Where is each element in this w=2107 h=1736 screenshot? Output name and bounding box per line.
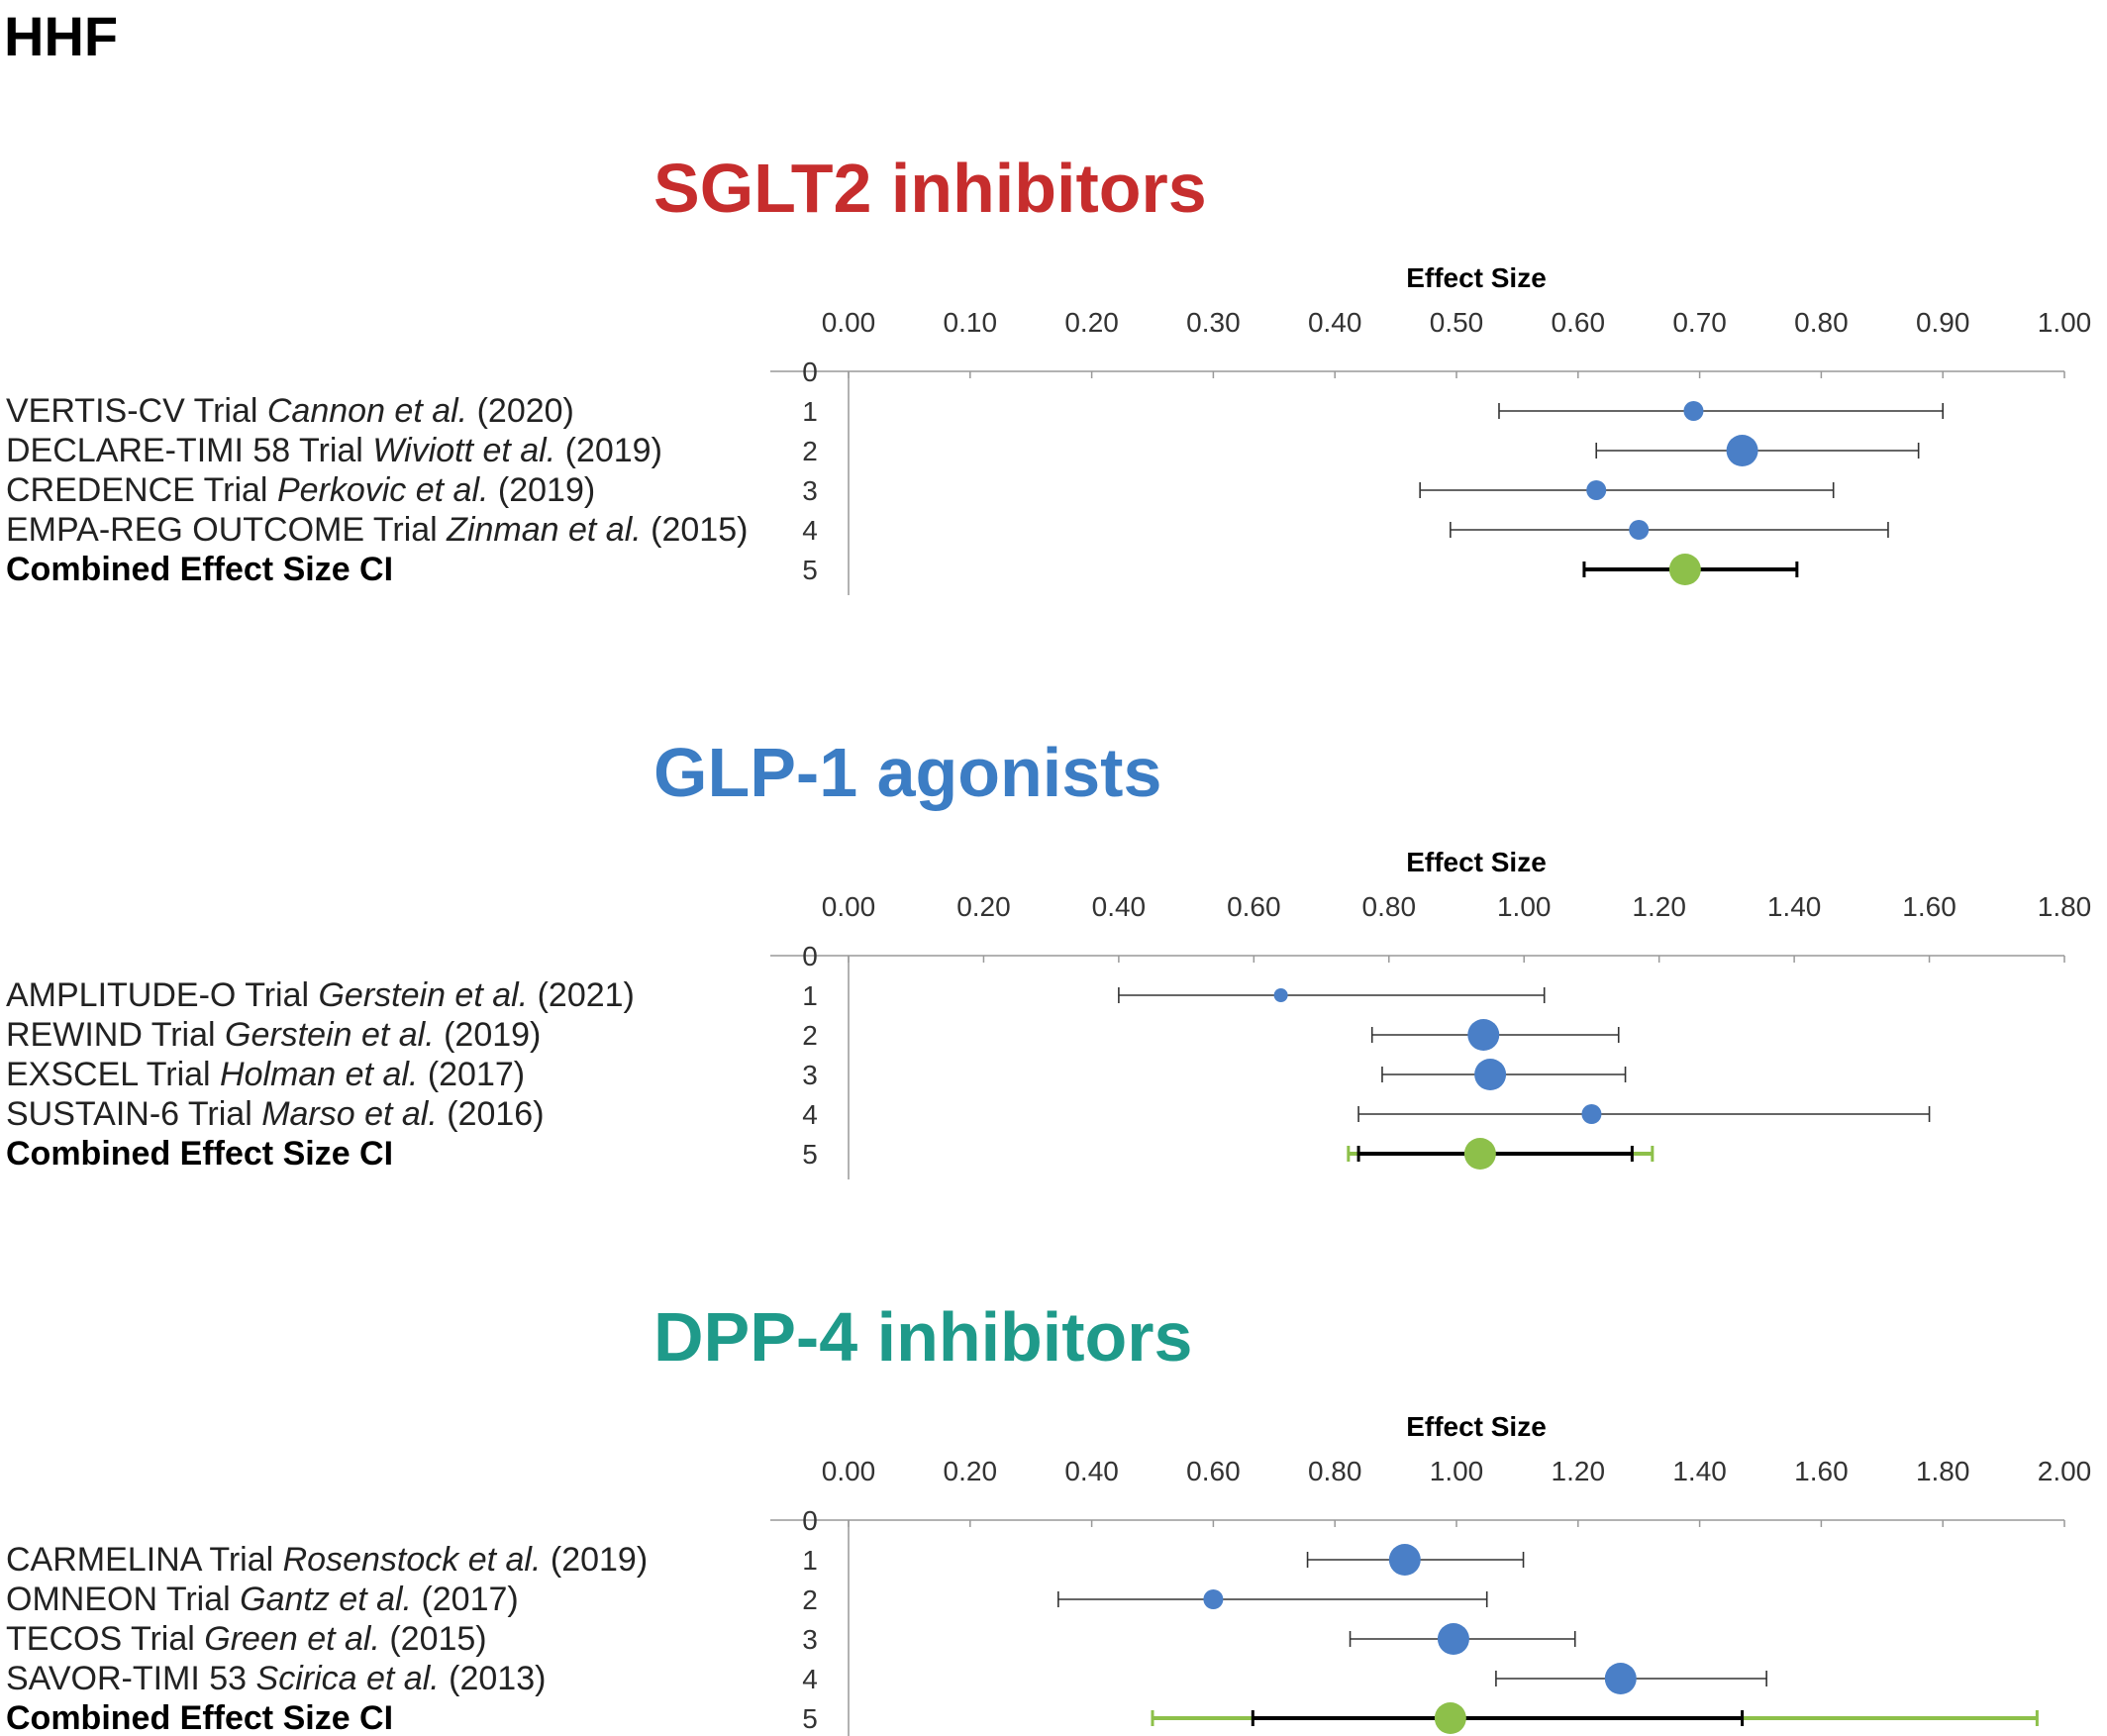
row-label: SUSTAIN-6 Trial Marso et al. (2016) [6,1095,545,1133]
x-tick-label: 0.40 [1064,1456,1119,1486]
x-axis-title: Effect Size [1406,847,1547,877]
row-label: EXSCEL Trial Holman et al. (2017) [6,1056,525,1093]
x-tick-label: 0.70 [1672,307,1727,338]
trial-point [1203,1589,1224,1609]
x-tick-label: 0.20 [1064,307,1119,338]
row-label: VERTIS-CV Trial Cannon et al. (2020) [6,392,574,430]
row-number: 5 [802,1139,818,1170]
row-label: TECOS Trial Green et al. (2015) [6,1620,487,1658]
row-number: 4 [802,1664,818,1694]
page-title: HHF [4,5,119,67]
row-number: 0 [802,941,818,971]
trial-point [1388,1544,1421,1576]
x-tick-label: 1.40 [1767,891,1822,922]
dpp4-forest-plot: DPP-4 inhibitors Effect Size 0.00 0.20 0.40… [0,1297,2107,1736]
row-number: 5 [802,555,818,585]
row-number: 3 [802,475,818,506]
row-number: 0 [802,357,818,387]
trial-point [1467,1019,1500,1051]
trial-point [1629,520,1650,540]
forest-plot-svg: Effect Size 0.00 0.10 0.20 0.30 0.40 0.50 0.60 0… [6,262,2092,595]
trial-point [1683,401,1704,421]
x-tick-label: 0.80 [1794,307,1849,338]
x-tick-label: 1.60 [1902,891,1956,922]
x-tick-label: 0.00 [822,891,876,922]
x-tick-label: 0.60 [1552,307,1606,338]
chart-title: DPP-4 inhibitors [653,1298,1193,1376]
row-label: EMPA-REG OUTCOME Trial Zinman et al. (20… [6,511,748,549]
row-number: 1 [802,980,818,1011]
row-number: 2 [802,436,818,466]
x-tick-label: 0.00 [822,1456,876,1486]
x-tick-label: 0.90 [1916,307,1970,338]
x-tick-label: 1.40 [1672,1456,1727,1486]
row-number: 3 [802,1624,818,1655]
x-tick-label: 0.60 [1186,1456,1241,1486]
sglt2-forest-plot: SGLT2 inhibitors Effect Size 0.00 0.10 0.20… [0,149,2107,595]
row-number: 1 [802,396,818,427]
trial-point [1437,1623,1469,1655]
x-tick-label: 0.50 [1430,307,1484,338]
x-tick-label: 0.40 [1092,891,1147,922]
row-number: 2 [802,1020,818,1051]
combined-point [1668,554,1701,585]
x-tick-label: 1.00 [1497,891,1552,922]
row-label: CARMELINA Trial Rosenstock et al. (2019) [6,1541,648,1579]
chart-title: GLP-1 agonists [653,734,1162,811]
x-tick-label: 0.60 [1227,891,1281,922]
forest-plot-svg: Effect Size 0.00 0.20 0.40 0.60 0.80 1.00 1.20 1… [6,1411,2092,1736]
row-label: Combined Effect Size CI [6,1135,393,1173]
x-tick-label: 2.00 [2038,1456,2092,1486]
x-tick-label: 1.60 [1794,1456,1849,1486]
x-tick-label: 1.80 [2038,891,2092,922]
x-tick-label: 0.00 [822,307,876,338]
trial-point [1586,480,1607,500]
combined-point [1434,1702,1466,1734]
row-number: 2 [802,1584,818,1615]
combined-point [1463,1138,1496,1170]
x-tick-label: 0.80 [1362,891,1417,922]
trial-point [1273,988,1288,1002]
chart-title: SGLT2 inhibitors [653,150,1207,227]
row-label: DECLARE-TIMI 58 Trial Wiviott et al. (20… [6,432,662,469]
x-tick-label: 0.80 [1308,1456,1362,1486]
x-tick-label: 1.20 [1552,1456,1606,1486]
trial-point [1604,1663,1637,1694]
forest-plot-svg: Effect Size 0.00 0.20 0.40 0.60 0.80 1.00 1.20 1… [6,847,2092,1179]
x-tick-label: 1.00 [2038,307,2092,338]
row-label: REWIND Trial Gerstein et al. (2019) [6,1016,541,1054]
x-tick-label: 0.20 [956,891,1011,922]
row-number: 1 [802,1545,818,1576]
x-tick-label: 0.30 [1186,307,1241,338]
row-label: CREDENCE Trial Perkovic et al. (2019) [6,471,595,509]
row-number: 4 [802,1099,818,1130]
row-number: 0 [802,1505,818,1536]
row-label: AMPLITUDE-O Trial Gerstein et al. (2021) [6,976,635,1014]
trial-point [1581,1104,1602,1124]
x-axis-title: Effect Size [1406,1411,1547,1442]
row-label: Combined Effect Size CI [6,1699,393,1736]
row-label: Combined Effect Size CI [6,551,393,588]
trial-point [1474,1059,1507,1090]
row-number: 5 [802,1703,818,1734]
glp1-forest-plot: GLP-1 agonists Effect Size 0.00 0.20 0.40 0.… [0,733,2107,1179]
x-tick-label: 0.10 [944,307,998,338]
x-axis-title: Effect Size [1406,262,1547,293]
x-tick-label: 0.20 [944,1456,998,1486]
x-tick-label: 1.20 [1632,891,1686,922]
row-label: OMNEON Trial Gantz et al. (2017) [6,1581,519,1618]
row-number: 3 [802,1060,818,1090]
x-tick-label: 0.40 [1308,307,1362,338]
trial-point [1726,435,1758,466]
row-number: 4 [802,515,818,546]
x-tick-label: 1.80 [1916,1456,1970,1486]
x-tick-label: 1.00 [1430,1456,1484,1486]
row-label: SAVOR-TIMI 53 Scirica et al. (2013) [6,1660,546,1697]
